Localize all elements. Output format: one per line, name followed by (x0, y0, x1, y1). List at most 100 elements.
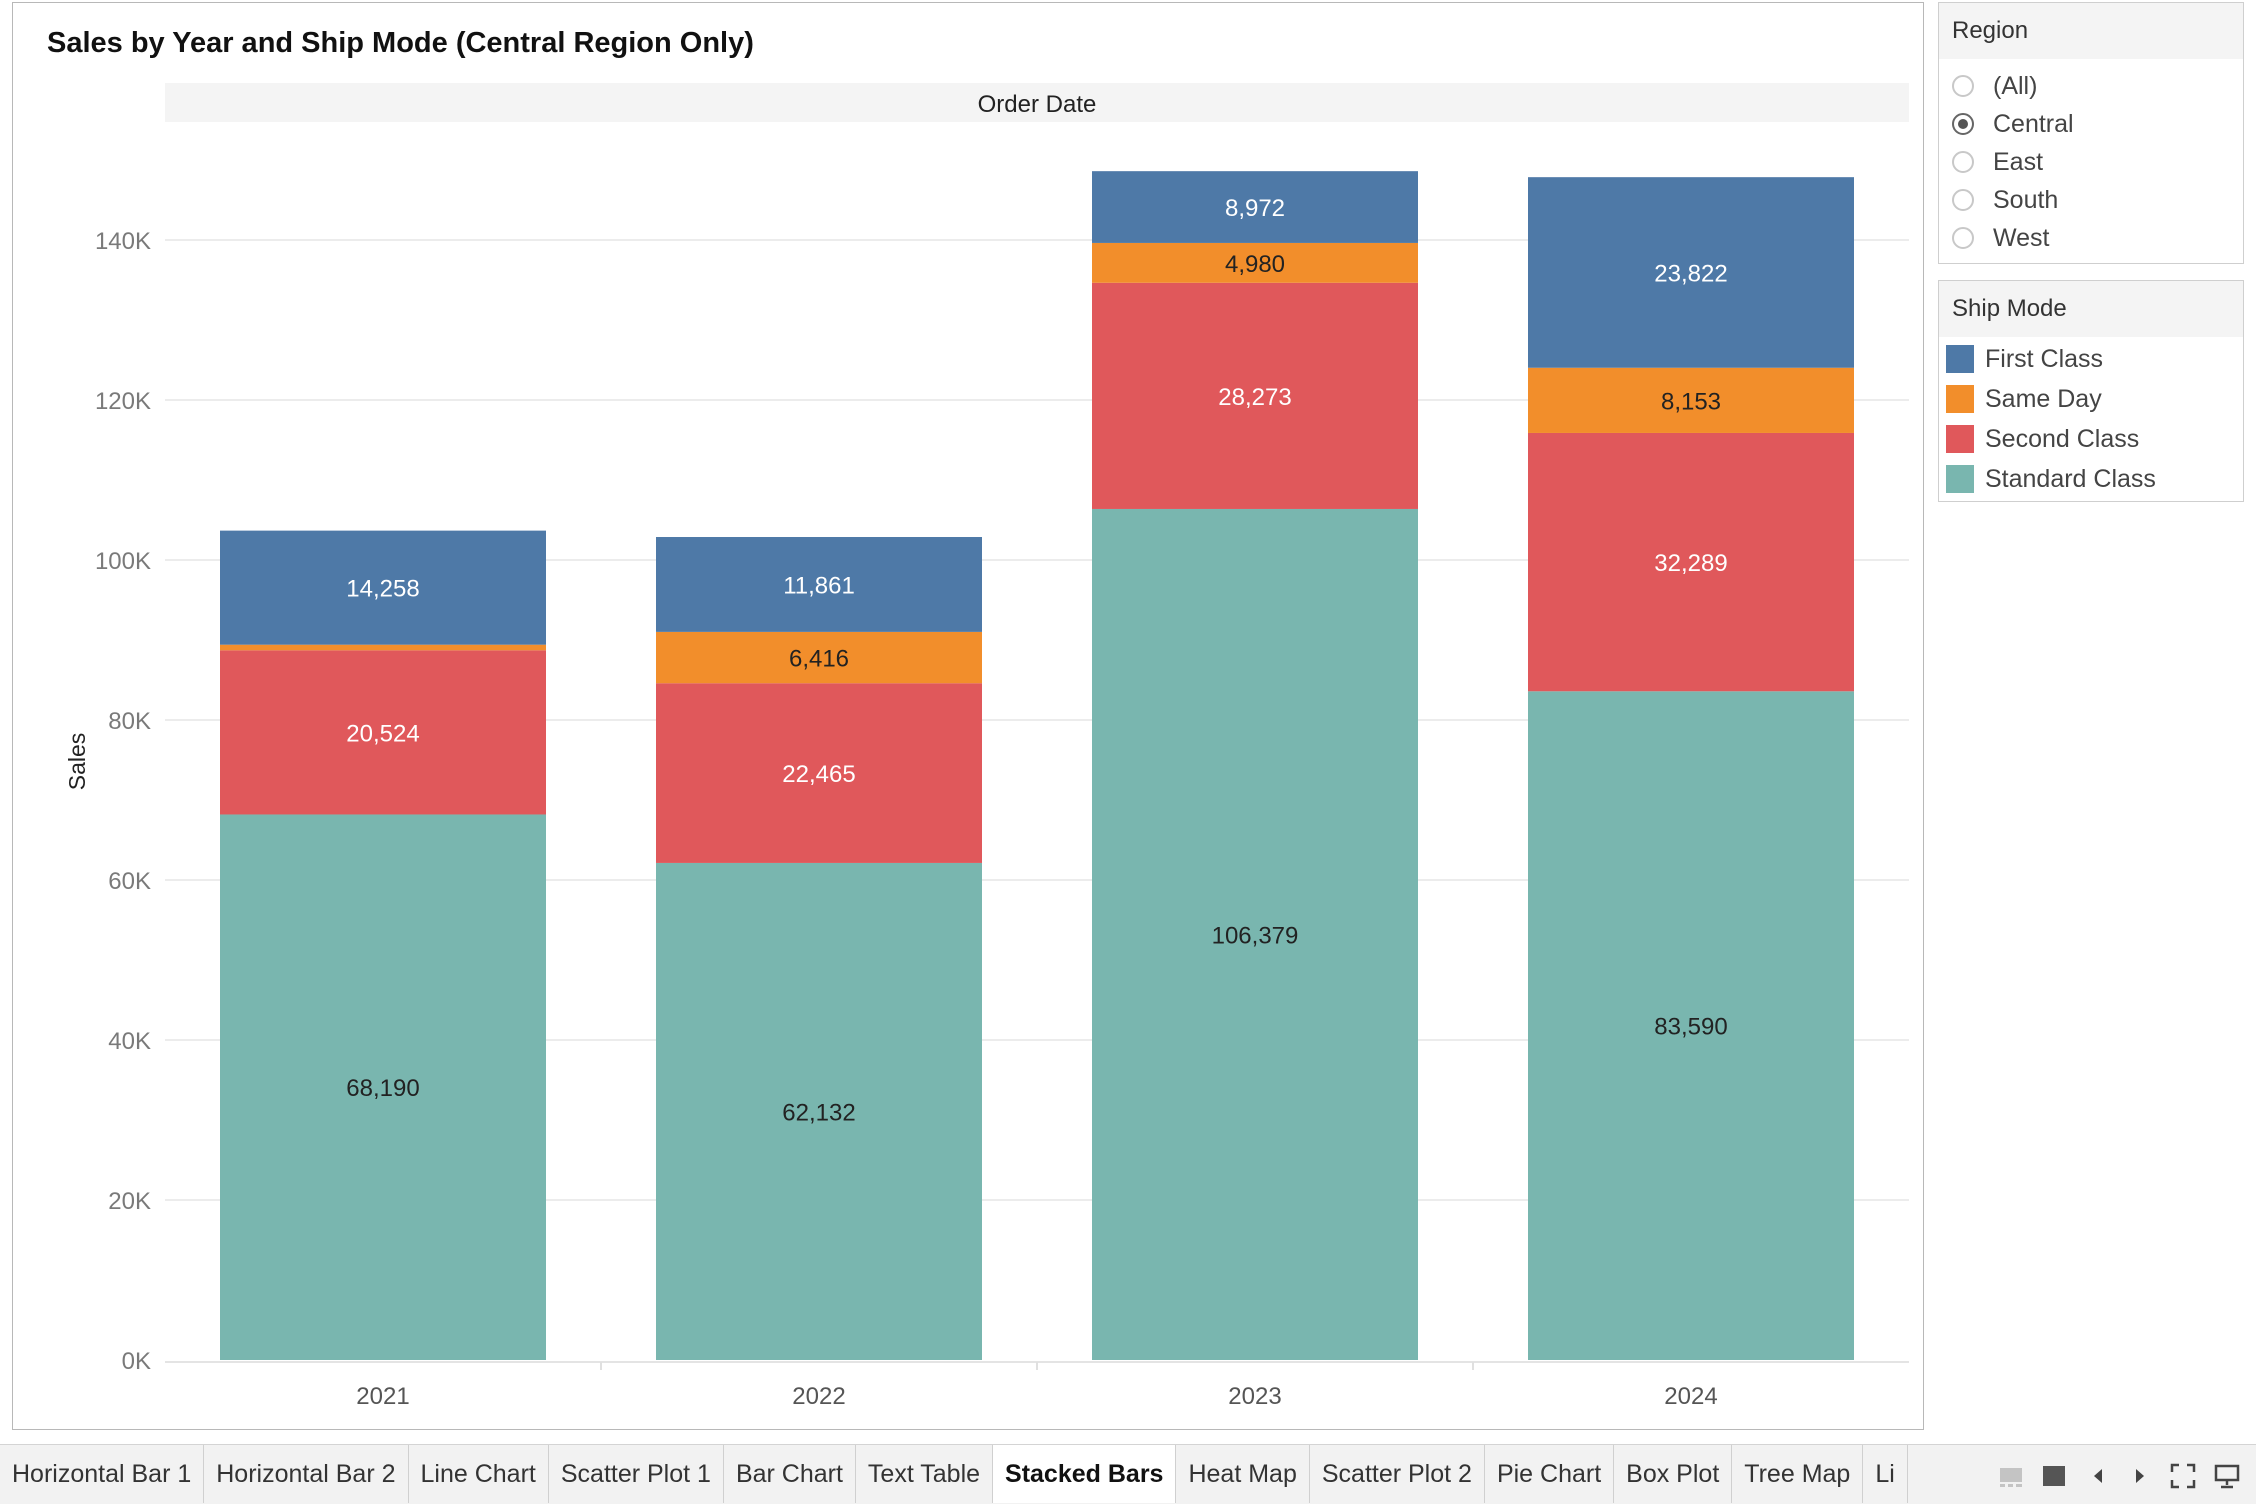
bar-segment (656, 631, 982, 684)
legend-item-label: First Class (1985, 344, 2104, 373)
bar-segment (1528, 691, 1854, 1360)
legend-swatch (1946, 425, 1974, 453)
chart-title: Sales by Year and Ship Mode (Central Reg… (47, 27, 754, 59)
bar-segment (656, 862, 982, 1360)
data-label: 32,289 (1654, 550, 1727, 577)
radio-unchecked-icon[interactable] (1952, 151, 1974, 173)
region-option-label: East (1993, 147, 2044, 176)
bar-segment (656, 537, 982, 632)
next-sheet-icon[interactable] (2127, 1463, 2153, 1489)
radio-unchecked-icon[interactable] (1952, 75, 1974, 97)
data-label: 11,861 (783, 572, 855, 599)
sheet-tab[interactable]: Line Chart (409, 1445, 549, 1503)
sheet-tab[interactable]: Scatter Plot 2 (1310, 1445, 1485, 1503)
data-label: 20,524 (346, 720, 419, 747)
region-option-label: (All) (1993, 71, 2038, 100)
legend-item-label: Standard Class (1985, 464, 2156, 493)
y-tick-label: 80K (108, 708, 151, 735)
radio-unchecked-icon[interactable] (1952, 227, 1974, 249)
legend-item-label: Same Day (1985, 384, 2102, 413)
sheet-tab-bar: Horizontal Bar 1 Horizontal Bar 2 Line Cha… (0, 1444, 2256, 1504)
bar-segment (1528, 432, 1854, 692)
show-filmstrip-icon[interactable] (1998, 1463, 2024, 1489)
region-option-label: South (1993, 185, 2059, 214)
sheet-tab[interactable]: Box Plot (1614, 1445, 1733, 1503)
y-tick-label: 60K (108, 868, 151, 895)
data-label: 22,465 (782, 761, 855, 788)
column-header-band (165, 83, 1909, 122)
region-option[interactable]: West (1939, 219, 2243, 257)
y-tick-label: 0K (122, 1348, 151, 1375)
legend-item[interactable]: Second Class (1939, 419, 2243, 459)
legend-swatch (1946, 385, 1974, 413)
legend-item-label: Second Class (1985, 424, 2140, 453)
data-label: 28,273 (1218, 384, 1291, 411)
bar-segment (1092, 282, 1418, 509)
region-options: (All) Central East South West (1939, 59, 2243, 257)
presentation-mode-icon[interactable] (2214, 1463, 2240, 1489)
region-option[interactable]: East (1939, 143, 2243, 181)
region-option-label: Central (1993, 109, 2074, 138)
sheet-tab[interactable]: Text Table (856, 1445, 994, 1503)
data-label: 8,972 (1225, 195, 1285, 222)
legend-swatch (1946, 465, 1974, 493)
data-label: 6,416 (789, 646, 849, 673)
region-option[interactable]: Central (1939, 105, 2243, 143)
sheet-tab[interactable]: Horizontal Bar 1 (0, 1445, 205, 1503)
y-tick-label: 100K (95, 548, 151, 575)
data-label: 23,822 (1654, 260, 1727, 287)
y-tick-label: 140K (95, 228, 151, 255)
data-label: 83,590 (1654, 1014, 1727, 1041)
y-tick-label: 40K (108, 1028, 151, 1055)
sheet-tab[interactable]: Pie Chart (1485, 1445, 1615, 1503)
data-label: 68,190 (346, 1075, 419, 1102)
bar-segment (220, 650, 546, 815)
x-tick-label: 2024 (1664, 1383, 1717, 1410)
y-tick-label: 20K (108, 1188, 151, 1215)
region-filter-title: Region (1939, 3, 2243, 59)
sheet-tab[interactable]: Stacked Bars (993, 1445, 1177, 1503)
sheet-tab[interactable]: Tree Map (1732, 1445, 1864, 1503)
radio-checked-icon[interactable] (1952, 113, 1974, 135)
legend-item[interactable]: Standard Class (1939, 459, 2243, 499)
previous-sheet-icon[interactable] (2085, 1463, 2111, 1489)
bar-segment (1092, 508, 1418, 1360)
region-option[interactable]: South (1939, 181, 2243, 219)
column-header-label: Order Date (978, 91, 1097, 118)
sheet-tabs: Horizontal Bar 1 Horizontal Bar 2 Line Cha… (0, 1445, 1930, 1503)
fullscreen-icon[interactable] (2170, 1463, 2196, 1489)
sheet-tab[interactable]: Li (1863, 1445, 1908, 1503)
bar-segment (1092, 242, 1418, 283)
region-option-label: West (1993, 223, 2050, 252)
sheet-tab[interactable]: Scatter Plot 1 (549, 1445, 724, 1503)
sheet-tab[interactable]: Horizontal Bar 2 (204, 1445, 409, 1503)
data-label: 62,132 (782, 1099, 855, 1126)
ship-mode-legend-title: Ship Mode (1939, 281, 2243, 337)
chart-plot-area: Order Date 0K 20K 40K 60K 80K 100K 120K 140K Sale… (64, 83, 1909, 1410)
show-tabs-icon[interactable] (2041, 1463, 2067, 1489)
bar-segment (1528, 367, 1854, 433)
data-label: 8,153 (1661, 388, 1721, 415)
bar-segment (656, 683, 982, 863)
y-axis-title: Sales (64, 733, 90, 791)
bar-segment (220, 814, 546, 1360)
sheet-tab[interactable]: Bar Chart (724, 1445, 856, 1503)
legend-item[interactable]: First Class (1939, 339, 2243, 379)
x-tick-label: 2023 (1228, 1383, 1281, 1410)
y-tick-label: 120K (95, 388, 151, 415)
radio-unchecked-icon[interactable] (1952, 189, 1974, 211)
bar-segment (220, 644, 546, 651)
legend-items: First Class Same Day Second Class Standard … (1939, 337, 2243, 499)
legend-swatch (1946, 345, 1974, 373)
region-filter: Region (All) Central East South West (1938, 2, 2244, 264)
legend-item[interactable]: Same Day (1939, 379, 2243, 419)
data-label: 14,258 (346, 576, 419, 603)
x-tick-label: 2022 (792, 1383, 845, 1410)
ship-mode-legend: Ship Mode First Class Same Day Second Clas… (1938, 280, 2244, 502)
bar-segment (220, 530, 546, 645)
sheet-tab[interactable]: Heat Map (1176, 1445, 1310, 1503)
bar-segment (1092, 171, 1418, 243)
stacked-bar-chart-view: Sales by Year and Ship Mode (Central Reg… (12, 2, 1924, 1430)
x-tick-label: 2021 (356, 1383, 409, 1410)
region-option[interactable]: (All) (1939, 67, 2243, 105)
